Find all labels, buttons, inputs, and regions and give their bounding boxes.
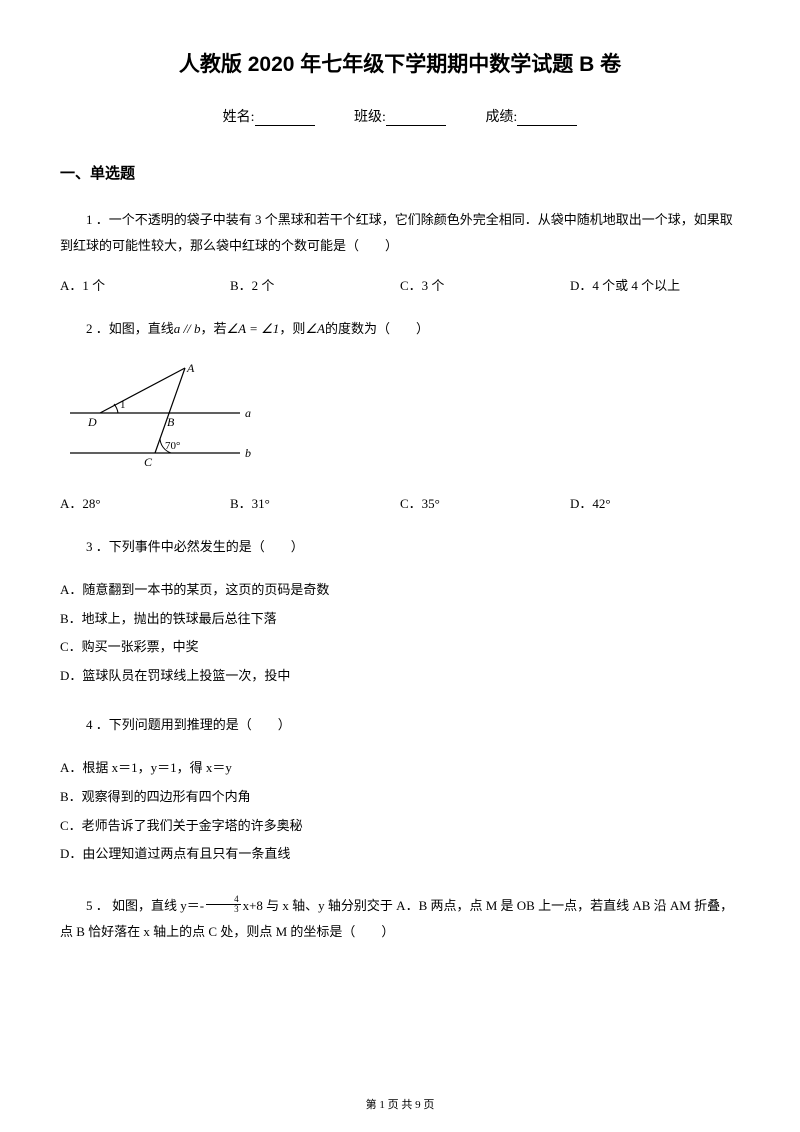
label-line-b: b	[245, 446, 251, 460]
q2-expr-A: ∠A	[305, 321, 325, 336]
q1-opt-d: D．4 个或 4 个以上	[570, 275, 740, 294]
q4-opt-d: D．由公理知道过两点有且只有一条直线	[60, 840, 740, 869]
label-C: C	[144, 455, 153, 468]
q1-opt-c: C．3 个	[400, 275, 570, 294]
question-1-options: A．1 个 B．2 个 C．3 个 D．4 个或 4 个以上	[60, 275, 740, 294]
page-footer: 第 1 页 共 9 页	[0, 1096, 800, 1112]
q2-expr-eq: ∠A = ∠1	[227, 321, 280, 336]
label-angle-1: 1	[120, 399, 126, 411]
question-2: 2 ．如图，直线a // b，若∠A = ∠1，则∠A的度数为（ ）	[60, 316, 740, 342]
label-line-a: a	[245, 406, 251, 420]
name-blank[interactable]	[255, 111, 315, 126]
label-A: A	[186, 361, 195, 375]
q4-opt-b: B．观察得到的四边形有四个内角	[60, 783, 740, 812]
question-4-options: A．根据 x＝1，y＝1，得 x＝y B．观察得到的四边形有四个内角 C．老师告…	[60, 754, 740, 868]
q2-text-pre: 2 ．如图，直线	[86, 321, 174, 336]
q5-frac-den: 3	[206, 905, 241, 914]
q2-opt-a: A．28°	[60, 493, 230, 512]
question-5: 5 ． 如图，直线 y＝-43x+8 与 x 轴、y 轴分别交于 A．B 两点，…	[60, 893, 740, 945]
q2-opt-c: C．35°	[400, 493, 570, 512]
q5-fraction: 43	[206, 895, 241, 914]
exam-page: 人教版 2020 年七年级下学期期中数学试题 B 卷 姓名: 班级: 成绩: 一…	[0, 0, 800, 1132]
question-3-options: A．随意翻到一本书的某页，这页的页码是奇数 B．地球上，抛出的铁球最后总往下落 …	[60, 576, 740, 690]
label-angle-70: 70°	[165, 440, 180, 452]
label-D: D	[87, 415, 97, 429]
student-info-line: 姓名: 班级: 成绩:	[60, 106, 740, 126]
q3-opt-d: D．篮球队员在罚球线上投篮一次，投中	[60, 662, 740, 691]
name-label: 姓名:	[223, 110, 255, 125]
question-1: 1 ．一个不透明的袋子中装有 3 个黑球和若干个红球，它们除颜色外完全相同．从袋…	[60, 207, 740, 259]
q3-opt-b: B．地球上，抛出的铁球最后总往下落	[60, 605, 740, 634]
class-blank[interactable]	[386, 111, 446, 126]
q2-opt-d: D．42°	[570, 493, 740, 512]
q3-opt-a: A．随意翻到一本书的某页，这页的页码是奇数	[60, 576, 740, 605]
question-3: 3 ．下列事件中必然发生的是（ ）	[60, 534, 740, 560]
class-label: 班级:	[354, 110, 386, 125]
q2-text-mid1: ，若	[201, 321, 227, 336]
question-2-options: A．28° B．31° C．35° D．42°	[60, 493, 740, 512]
score-blank[interactable]	[517, 111, 577, 126]
q3-opt-c: C．购买一张彩票，中奖	[60, 633, 740, 662]
q5-text-pre: 5 ． 如图，直线 y＝-	[86, 898, 204, 913]
label-B: B	[167, 415, 175, 429]
question-4: 4 ．下列问题用到推理的是（ ）	[60, 712, 740, 738]
q2-opt-b: B．31°	[230, 493, 400, 512]
q4-opt-c: C．老师告诉了我们关于金字塔的许多奥秘	[60, 812, 740, 841]
section-1-header: 一、单选题	[60, 162, 740, 183]
q2-text-mid2: ，则	[279, 321, 305, 336]
score-label: 成绩:	[485, 110, 517, 125]
q2-diagram-svg: A B C D a b 1 70°	[60, 358, 260, 468]
exam-title: 人教版 2020 年七年级下学期期中数学试题 B 卷	[60, 48, 740, 78]
q1-opt-a: A．1 个	[60, 275, 230, 294]
q2-text-post: 的度数为（ ）	[325, 321, 429, 336]
q4-opt-a: A．根据 x＝1，y＝1，得 x＝y	[60, 754, 740, 783]
q2-diagram: A B C D a b 1 70°	[60, 358, 740, 473]
q2-expr-ab: a // b	[174, 321, 201, 336]
q1-opt-b: B．2 个	[230, 275, 400, 294]
